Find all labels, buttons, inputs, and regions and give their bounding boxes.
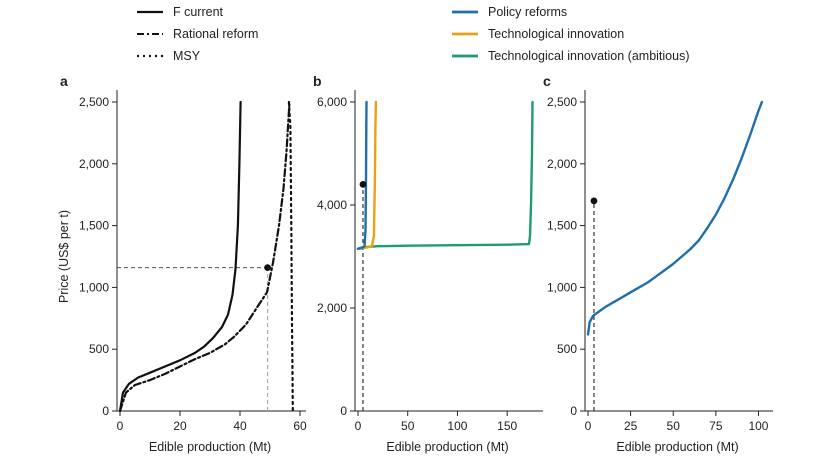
legend-label: F current xyxy=(173,5,224,19)
reference-point-marker xyxy=(590,197,598,205)
panel-b: 0 2,000 4,000 6,000 0 50 100 150 Edible producti… xyxy=(317,90,543,454)
legend-item-rational-reform: Rational reform xyxy=(137,27,258,41)
x-axis-label: Edible production (Mt) xyxy=(149,440,271,454)
y-tick-label: 1,500 xyxy=(547,219,577,233)
reference-point-marker xyxy=(359,181,367,188)
x-axis-label: Edible production (Mt) xyxy=(616,440,738,454)
legend-item-policy-reforms: Policy reforms xyxy=(452,5,567,19)
series-line-f-current xyxy=(118,100,242,413)
y-tick-label: 6,000 xyxy=(317,95,347,109)
panel-c: 0 500 1,000 1,500 2,000 2,500 0 25 50 75 100 Edible… xyxy=(547,90,773,454)
x-tick-label: 25 xyxy=(624,419,638,433)
x-tick-label: 50 xyxy=(667,419,681,433)
x-axis-label: Edible production (Mt) xyxy=(386,440,508,454)
legend-label: Rational reform xyxy=(173,27,258,41)
legend-label: Technological innovation (ambitious) xyxy=(488,49,690,63)
panel-a: 0 500 1,000 1,500 2,000 2,500 0 20 40 60 Edible pr… xyxy=(57,90,307,454)
x-tick-label: 60 xyxy=(293,419,307,433)
series-line-technological-innovation xyxy=(356,100,378,251)
legend: F current Rational reform MSY Policy ref… xyxy=(137,5,690,63)
legend-label: Technological innovation xyxy=(488,27,624,41)
x-tick-label: 150 xyxy=(497,419,517,433)
y-tick-label: 2,000 xyxy=(547,157,577,171)
y-tick-label: 2,000 xyxy=(79,157,109,171)
legend-item-technological-innovation-ambitious: Technological innovation (ambitious) xyxy=(452,49,690,63)
y-tick-label: 1,000 xyxy=(547,280,577,294)
legend-label: MSY xyxy=(173,49,201,63)
x-tick-label: 100 xyxy=(447,419,467,433)
legend-item-technological-innovation: Technological innovation xyxy=(452,27,624,41)
y-tick-label: 1,000 xyxy=(79,280,109,294)
y-tick-label: 2,500 xyxy=(547,95,577,109)
y-tick-label: 0 xyxy=(340,404,347,418)
y-tick-label: 2,000 xyxy=(317,301,347,315)
y-axis-label: Price (US$ per t) xyxy=(57,210,71,303)
panel-letter-a: a xyxy=(60,73,68,89)
y-tick-label: 500 xyxy=(557,342,577,356)
x-tick-label: 100 xyxy=(748,419,768,433)
series-line-rational-reform xyxy=(118,100,291,413)
reference-point-marker xyxy=(264,264,271,272)
y-tick-label: 0 xyxy=(102,404,109,418)
x-tick-label: 20 xyxy=(173,419,187,433)
x-tick-label: 40 xyxy=(233,419,247,433)
y-tick-label: 4,000 xyxy=(317,198,347,212)
x-tick-label: 50 xyxy=(401,419,415,433)
x-tick-label: 0 xyxy=(585,419,592,433)
y-tick-label: 0 xyxy=(570,404,577,418)
x-tick-label: 0 xyxy=(117,419,124,433)
legend-item-msy: MSY xyxy=(137,49,201,63)
x-tick-label: 75 xyxy=(709,419,723,433)
series-line-msy xyxy=(287,100,294,413)
y-tick-label: 500 xyxy=(89,342,109,356)
y-tick-label: 2,500 xyxy=(79,95,109,109)
panel-letter-b: b xyxy=(313,73,322,89)
y-tick-label: 1,500 xyxy=(79,219,109,233)
panel-letter-c: c xyxy=(543,73,551,89)
series-line-policy-reforms xyxy=(586,100,764,336)
legend-label: Policy reforms xyxy=(488,5,567,19)
series-line-technological-innovation-ambitious xyxy=(356,100,534,251)
legend-item-f-current: F current xyxy=(137,5,224,19)
series-line-policy-reforms xyxy=(356,100,368,251)
x-tick-label: 0 xyxy=(355,419,362,433)
